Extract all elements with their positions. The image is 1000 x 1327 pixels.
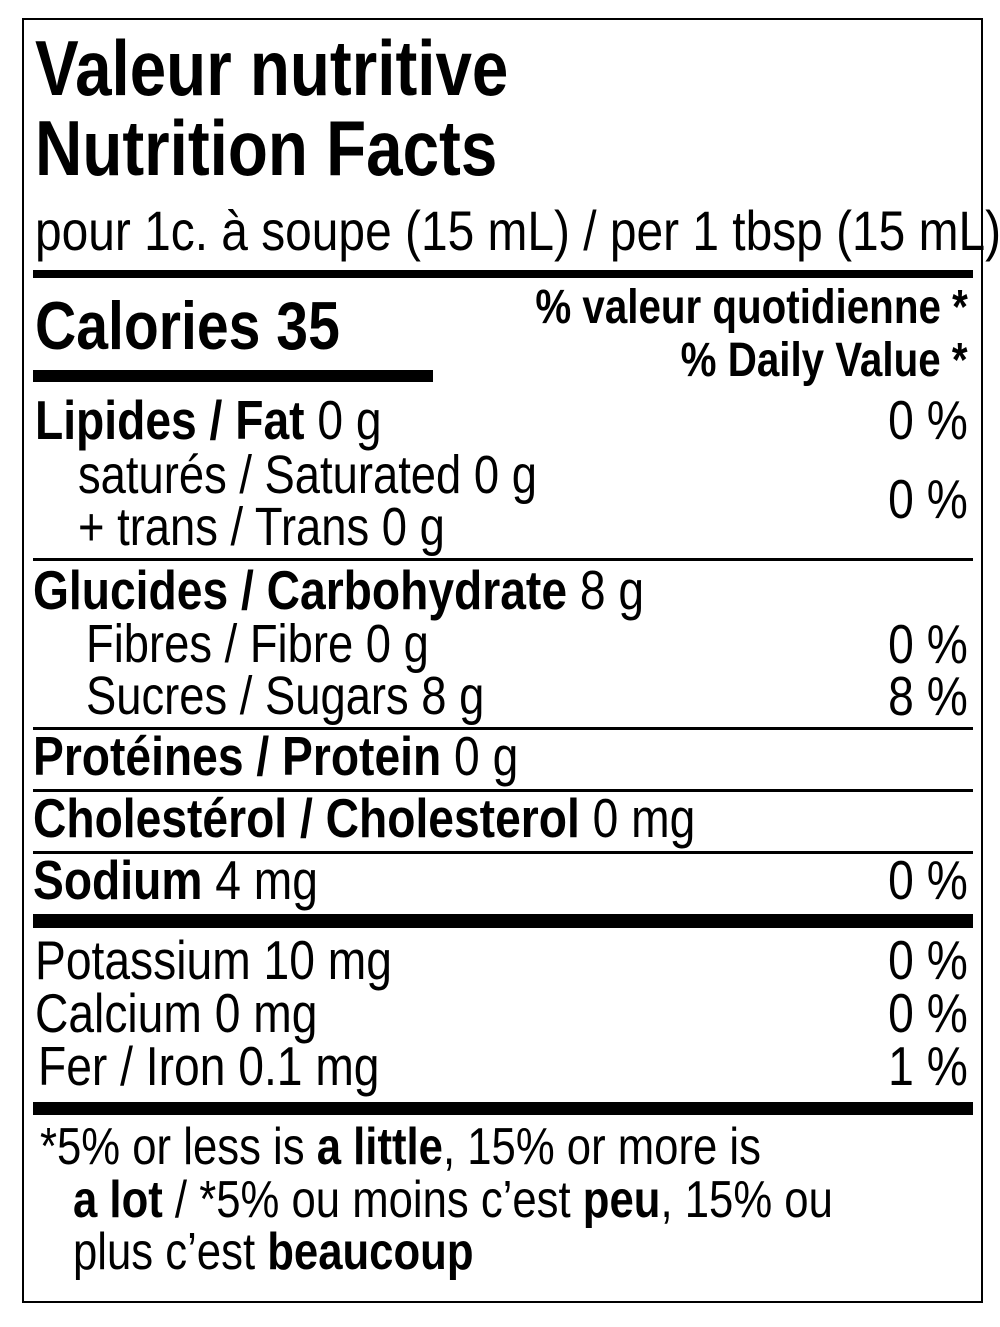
trans-row: + trans / Trans 0 g [78,497,445,557]
divider-thick [33,914,973,928]
protein-label: Protéines / Protein [33,725,442,787]
footnote-line-2: a lot / *5% ou moins c’est peu, 15% ou [73,1174,833,1226]
divider [33,558,973,561]
divider [33,789,973,792]
calcium-dv: 0 % [888,982,968,1044]
fibre-dv: 0 % [888,613,968,675]
divider [33,851,973,854]
footnote-bold: peu [582,1171,661,1229]
fat-dv: 0 % [888,389,968,451]
carbohydrate-row: Glucides / Carbohydrate 8 g [33,563,644,618]
footnote-text: , 15% or more is [442,1118,761,1176]
sodium-row: Sodium 4 mg [33,853,318,908]
footnote-bold: a little [316,1118,443,1176]
sat-trans-dv: 0 % [888,468,968,530]
footnote-bold: a lot [73,1171,163,1229]
potassium-row: Potassium 10 mg [35,929,392,991]
cholesterol-row: Cholestérol / Cholesterol 0 mg [33,791,695,846]
saturated-row: saturés / Saturated 0 g [78,445,537,505]
dv-header-en: % Daily Value * [681,334,968,387]
carbohydrate-amount: 8 g [579,559,645,621]
iron-row: Fer / Iron 0.1 mg [38,1035,380,1097]
serving-size: pour 1c. à soupe (15 mL) / per 1 tbsp (1… [35,199,1000,262]
title-en: Nutrition Facts [35,104,498,192]
protein-row: Protéines / Protein 0 g [33,729,518,784]
fat-row: Lipides / Fat 0 g [35,393,382,448]
calories-bar [33,370,433,382]
dv-header-fr: % valeur quotidienne * [535,281,968,334]
potassium-dv: 0 % [888,929,968,991]
divider [33,727,973,730]
footnote-text: plus c’est [73,1223,268,1281]
fibre-row: Fibres / Fibre 0 g [86,614,429,674]
calcium-row: Calcium 0 mg [35,982,318,1044]
protein-amount: 0 g [454,725,519,787]
footnote-bold: beaucoup [267,1223,474,1281]
cholesterol-label: Cholestérol / Cholesterol [33,787,580,849]
footnote-line-1: *5% or less is a little, 15% or more is [40,1121,761,1173]
calories-value: 35 [276,288,340,364]
fat-amount: 0 g [317,389,382,451]
fat-label: Lipides / Fat [35,389,305,451]
carbohydrate-label: Glucides / Carbohydrate [33,559,568,621]
sugars-dv: 8 % [888,665,968,727]
nutrition-label-frame [22,18,983,1303]
sodium-amount: 4 mg [215,849,318,911]
footnote-text: / *5% ou moins c’est [162,1171,583,1229]
footnote-line-3: plus c’est beaucoup [73,1226,474,1278]
footnote-text: *5% or less is [40,1118,317,1176]
divider-thick [33,1102,973,1115]
cholesterol-amount: 0 mg [592,787,696,849]
divider-thick [33,270,973,278]
calories-row: Calories 35 [35,292,340,360]
calories-label: Calories [35,288,261,364]
title-fr: Valeur nutritive [35,24,509,112]
sugars-row: Sucres / Sugars 8 g [86,666,485,726]
sodium-label: Sodium [33,849,203,911]
iron-dv: 1 % [888,1035,968,1097]
footnote-text: , 15% ou [660,1171,833,1229]
sodium-dv: 0 % [888,849,968,911]
